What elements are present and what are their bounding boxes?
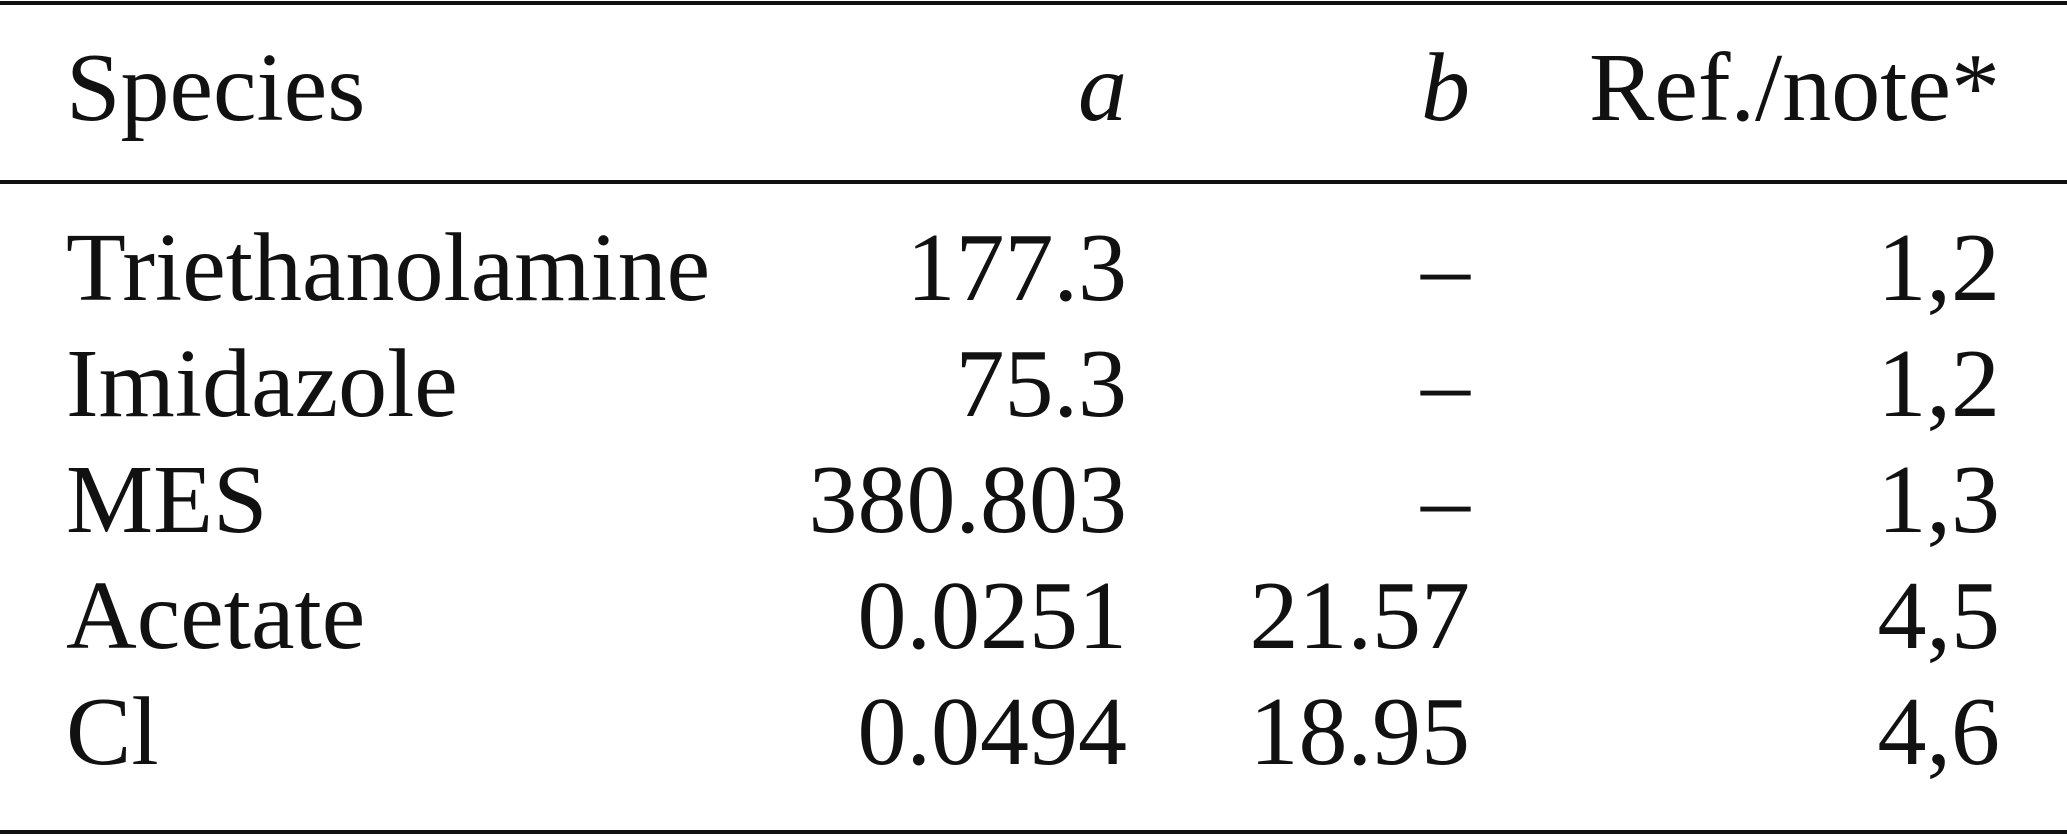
species-cell: Cl [66,678,159,786]
value-cell: 4,6 [1878,678,2001,786]
value-cell: – [1420,330,1471,438]
value-cell: 4,5 [1878,562,2001,670]
species-cell: Triethanolamine [66,214,710,322]
header-cell: Ref./note* [1589,34,2000,142]
header-cell: b [1421,34,1470,142]
value-cell: – [1420,446,1471,554]
value-cell: 0.0494 [858,678,1128,786]
species-cell: Imidazole [66,330,458,438]
species-cell: Acetate [66,562,365,670]
header-cell: a [1078,34,1127,142]
value-cell: 1,3 [1878,446,2001,554]
species-cell: MES [66,446,268,554]
value-cell: 18.95 [1250,678,1471,786]
value-cell: 177.3 [907,214,1128,322]
value-cell: 0.0251 [858,562,1128,670]
value-cell: 380.803 [809,446,1128,554]
value-cell: 21.57 [1250,562,1471,670]
value-cell: 1,2 [1878,214,2001,322]
value-cell: – [1420,214,1471,322]
value-cell: 75.3 [956,330,1128,438]
header-cell: Species [66,34,365,142]
value-cell: 1,2 [1878,330,2001,438]
